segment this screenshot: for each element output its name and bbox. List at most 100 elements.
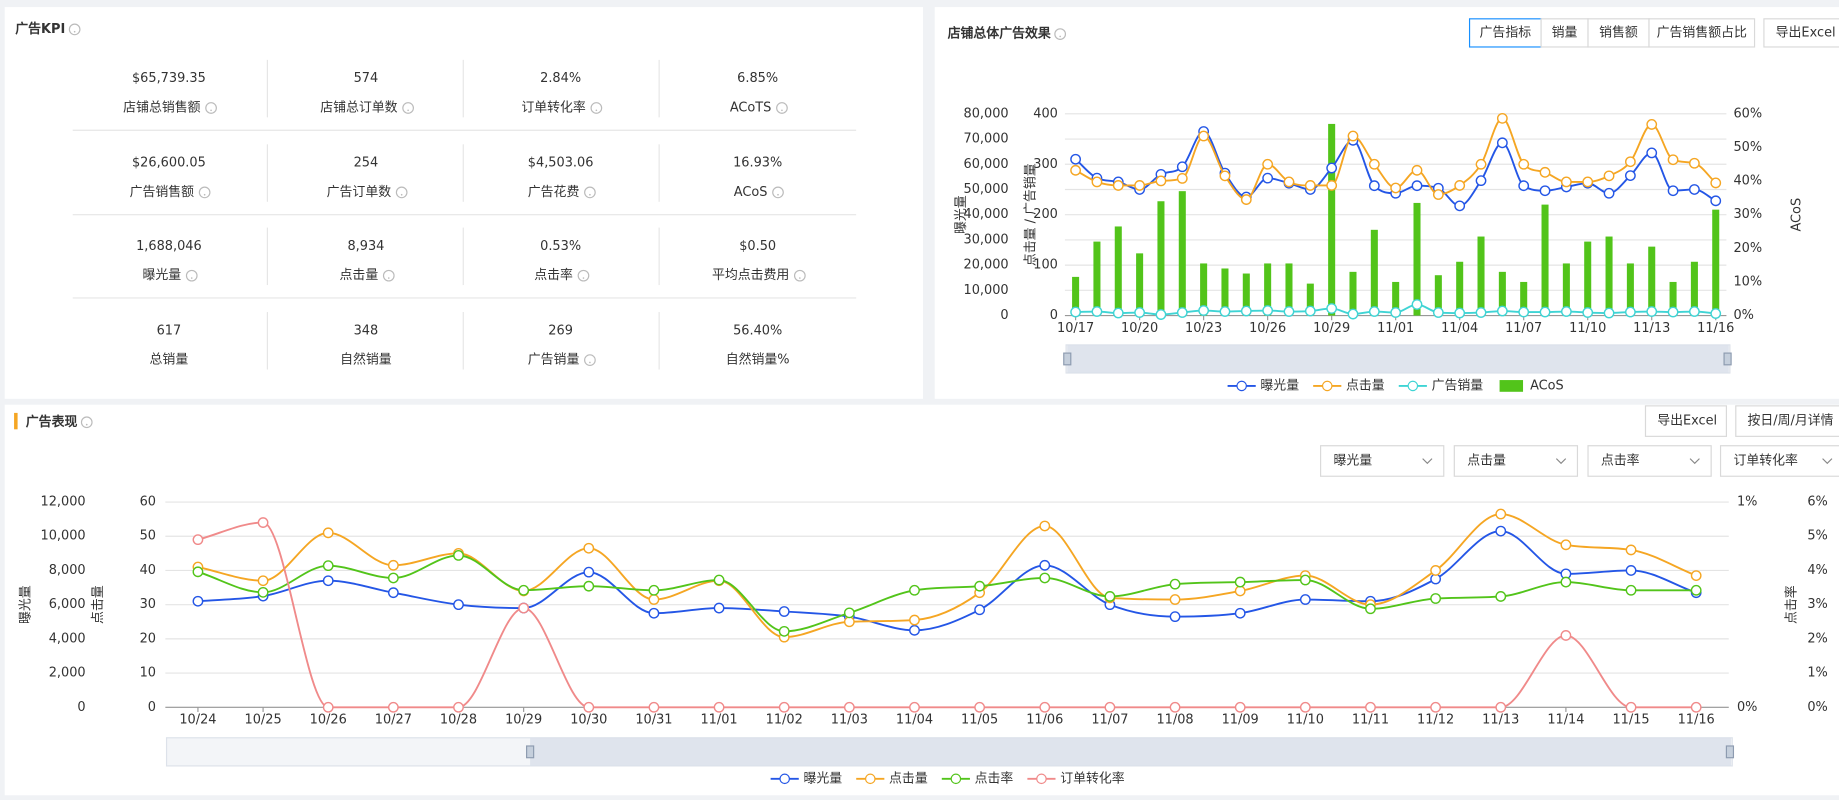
button-label[interactable]: 按日/周/月详情 <box>1748 414 1834 429</box>
button[interactable] <box>1735 405 1839 437</box>
bar <box>1178 191 1186 316</box>
dropdown-label[interactable]: 订单转化率 <box>1733 452 1798 468</box>
legend-label[interactable]: 曝光量 <box>803 771 842 786</box>
kpi-value: 6.85% <box>737 71 778 86</box>
kpi-value: $26,600.05 <box>132 156 206 171</box>
point <box>1625 701 1637 713</box>
kpi-label: 广告销售额 <box>130 184 195 200</box>
y-tick-label: 30,000 <box>964 232 1009 247</box>
point <box>1710 177 1722 189</box>
button-label[interactable]: 导出Excel <box>1657 414 1717 429</box>
tab-label[interactable]: 销量 <box>1552 25 1578 40</box>
point <box>1603 170 1615 182</box>
y3-tick-label: 10% <box>1733 274 1762 289</box>
chart-title: 店铺总体广告效果 <box>948 26 1051 42</box>
y4-tick-label: 6% <box>1807 495 1827 510</box>
legend-label[interactable]: 订单转化率 <box>1060 770 1125 786</box>
point <box>257 575 269 587</box>
tab-label[interactable]: 销售额 <box>1599 24 1638 40</box>
tab[interactable] <box>1540 18 1589 48</box>
point <box>1560 576 1572 588</box>
point <box>1430 565 1442 576</box>
legend-label[interactable]: ACoS <box>1530 378 1564 393</box>
point <box>1070 306 1081 318</box>
dropdown-label[interactable]: 点击率 <box>1601 452 1640 468</box>
legend-label[interactable]: 点击量 <box>889 771 928 786</box>
help-dot <box>777 193 779 196</box>
point <box>1710 195 1722 207</box>
zoom-handle[interactable] <box>1723 352 1732 366</box>
legend-swatch <box>1036 773 1047 785</box>
point <box>1219 170 1231 182</box>
dropdown[interactable] <box>1719 445 1839 477</box>
bar <box>1349 271 1357 316</box>
legend-label[interactable]: 点击率 <box>975 770 1014 786</box>
zoom-handle[interactable] <box>1063 352 1072 366</box>
x-tick-label: 11/16 <box>1697 321 1734 336</box>
point <box>1262 158 1274 170</box>
point <box>1496 305 1508 317</box>
tab-label[interactable]: 广告指标 <box>1480 25 1532 40</box>
point <box>1070 153 1081 165</box>
legend-label[interactable]: 曝光量 <box>1260 378 1299 393</box>
y2-tick-label: 0 <box>1050 308 1058 323</box>
y-tick-label: 80,000 <box>964 106 1009 121</box>
point <box>1091 306 1103 317</box>
dropdown[interactable] <box>1453 445 1579 477</box>
point <box>1646 306 1658 317</box>
tab-label[interactable]: 广告销售额占比 <box>1657 24 1747 40</box>
dropdown-label[interactable]: 点击量 <box>1467 453 1506 468</box>
point <box>583 542 595 554</box>
point <box>778 625 790 637</box>
zoom-handle[interactable] <box>1725 745 1735 759</box>
legend-label[interactable]: 广告销量 <box>1432 378 1484 393</box>
bar <box>1584 241 1592 316</box>
point <box>583 580 595 592</box>
export-label[interactable]: 导出Excel <box>1776 25 1836 40</box>
dropdown[interactable] <box>1320 445 1445 477</box>
point <box>1326 303 1338 314</box>
kpi-label: 点击率 <box>534 267 573 283</box>
bar <box>1157 201 1165 316</box>
x-tick-label: 11/04 <box>1441 321 1478 336</box>
point <box>1169 701 1181 713</box>
point <box>192 595 204 607</box>
point <box>1365 603 1376 615</box>
x-tick-label: 11/10 <box>1287 713 1324 728</box>
point <box>1262 172 1274 184</box>
title-marker <box>14 412 18 430</box>
help-icon <box>198 186 211 199</box>
point <box>1304 305 1316 317</box>
point <box>1299 594 1311 605</box>
point <box>1112 180 1124 191</box>
store-chart-panel <box>934 7 1839 399</box>
dropdown[interactable] <box>1587 445 1712 477</box>
kpi-value: 1,688,046 <box>136 239 202 254</box>
x-tick-label: 11/01 <box>1377 321 1414 336</box>
point <box>1039 572 1051 584</box>
point <box>1625 544 1637 556</box>
point <box>1155 175 1167 187</box>
zoom-window <box>1067 344 1729 374</box>
bar <box>1221 268 1229 316</box>
help-dot <box>190 277 193 279</box>
x-tick-label: 10/27 <box>375 713 412 728</box>
x-tick-label: 11/09 <box>1222 713 1259 728</box>
help-icon <box>402 102 414 114</box>
tab[interactable] <box>1587 18 1650 48</box>
x-tick-label: 10/28 <box>440 713 477 728</box>
legend-swatch <box>779 773 790 785</box>
zoom-handle[interactable] <box>526 745 535 759</box>
button[interactable] <box>1644 405 1727 437</box>
y2-tick-label: 60 <box>140 495 156 510</box>
tab[interactable] <box>1648 18 1756 48</box>
point <box>1539 306 1551 318</box>
dropdown-label[interactable]: 曝光量 <box>1334 453 1373 468</box>
kpi-value: $0.50 <box>739 239 776 254</box>
legend-swatch <box>1321 380 1333 392</box>
legend-label[interactable]: 点击量 <box>1346 378 1385 393</box>
help-dot <box>781 109 783 112</box>
point <box>1495 701 1507 713</box>
y2-tick-label: 300 <box>1033 157 1058 172</box>
export-button[interactable] <box>1763 18 1839 48</box>
